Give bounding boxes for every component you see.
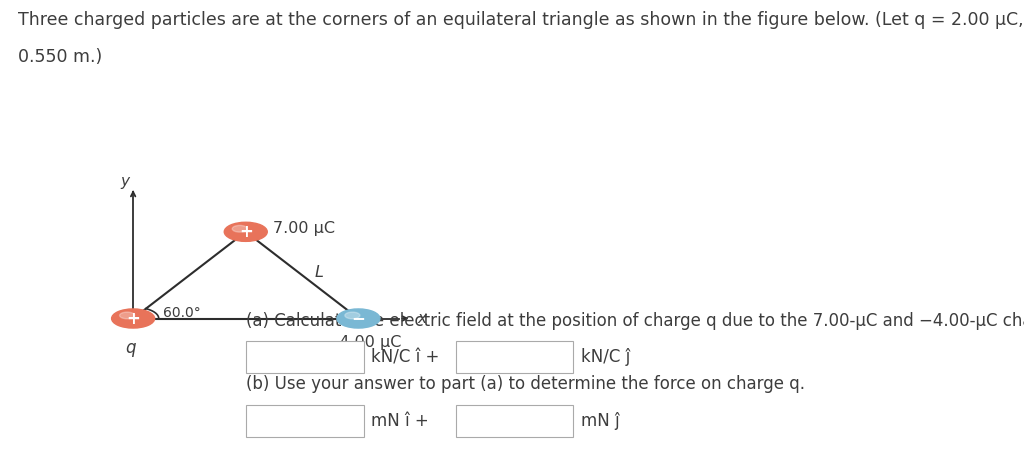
Text: 7.00 μC: 7.00 μC — [273, 221, 336, 236]
Text: kN/C î +: kN/C î + — [371, 348, 439, 366]
Text: +: + — [239, 223, 253, 241]
Text: mN ĵ: mN ĵ — [581, 412, 620, 430]
Text: 60.0°: 60.0° — [163, 306, 201, 320]
Text: q: q — [125, 339, 135, 358]
Text: y: y — [121, 174, 129, 188]
Text: (a) Calculate the electric field at the position of charge q due to the 7.00-μC : (a) Calculate the electric field at the … — [246, 312, 1024, 330]
Text: L: L — [314, 265, 324, 280]
Text: x: x — [418, 311, 427, 326]
Text: +: + — [126, 309, 140, 328]
Text: −: − — [351, 309, 366, 328]
Text: mN î +: mN î + — [371, 412, 428, 430]
Text: (b) Use your answer to part (a) to determine the force on charge q.: (b) Use your answer to part (a) to deter… — [246, 375, 805, 394]
Text: kN/C ĵ: kN/C ĵ — [581, 348, 630, 366]
Text: −4.00 μC: −4.00 μC — [326, 335, 401, 350]
Text: 0.550 m.): 0.550 m.) — [18, 48, 102, 66]
Text: Three charged particles are at the corners of an equilateral triangle as shown i: Three charged particles are at the corne… — [18, 11, 1024, 30]
